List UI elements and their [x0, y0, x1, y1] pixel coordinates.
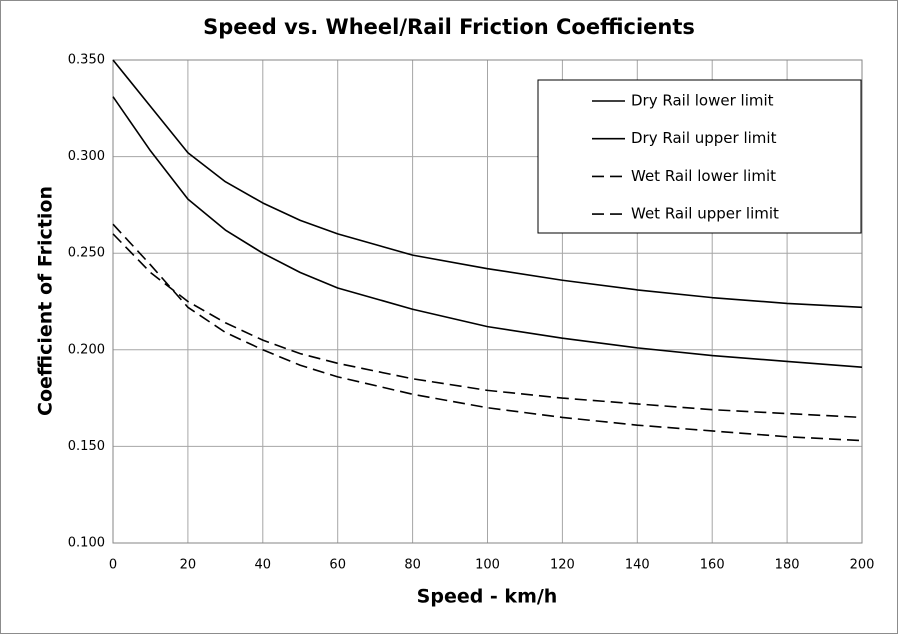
- series-line: [112, 223, 863, 442]
- legend-label: Wet Rail upper limit: [631, 205, 779, 223]
- legend-box: [537, 79, 862, 234]
- chart-title: Speed vs. Wheel/Rail Friction Coefficien…: [203, 15, 695, 39]
- plot-area-border: [112, 59, 863, 544]
- x-tick-label: 80: [404, 558, 421, 573]
- x-tick-label: 180: [775, 558, 800, 573]
- x-tick-label: 140: [625, 558, 650, 573]
- x-tick-label: 120: [550, 558, 575, 573]
- y-tick-label: 0.300: [68, 149, 105, 164]
- legend-label: Dry Rail lower limit: [631, 92, 774, 110]
- y-tick-label: 0.350: [68, 53, 105, 68]
- x-tick-label: 60: [329, 558, 346, 573]
- series-line: [112, 96, 863, 368]
- x-tick-label: 40: [255, 558, 272, 573]
- legend-label: Wet Rail lower limit: [631, 167, 776, 185]
- series-line: [112, 59, 863, 309]
- legend-label: Dry Rail upper limit: [631, 129, 777, 147]
- x-axis-label: Speed - km/h: [417, 586, 558, 608]
- x-tick-label: 20: [180, 558, 197, 573]
- y-axis-label: Coefficient of Friction: [35, 186, 57, 416]
- y-tick-label: 0.150: [68, 439, 105, 454]
- x-tick-label: 200: [850, 558, 875, 573]
- x-tick-label: 0: [109, 558, 117, 573]
- y-tick-label: 0.250: [68, 246, 105, 261]
- y-tick-label: 0.200: [68, 342, 105, 357]
- y-tick-label: 0.100: [68, 536, 105, 551]
- series-line: [112, 233, 863, 419]
- x-tick-label: 160: [700, 558, 725, 573]
- x-tick-label: 100: [475, 558, 500, 573]
